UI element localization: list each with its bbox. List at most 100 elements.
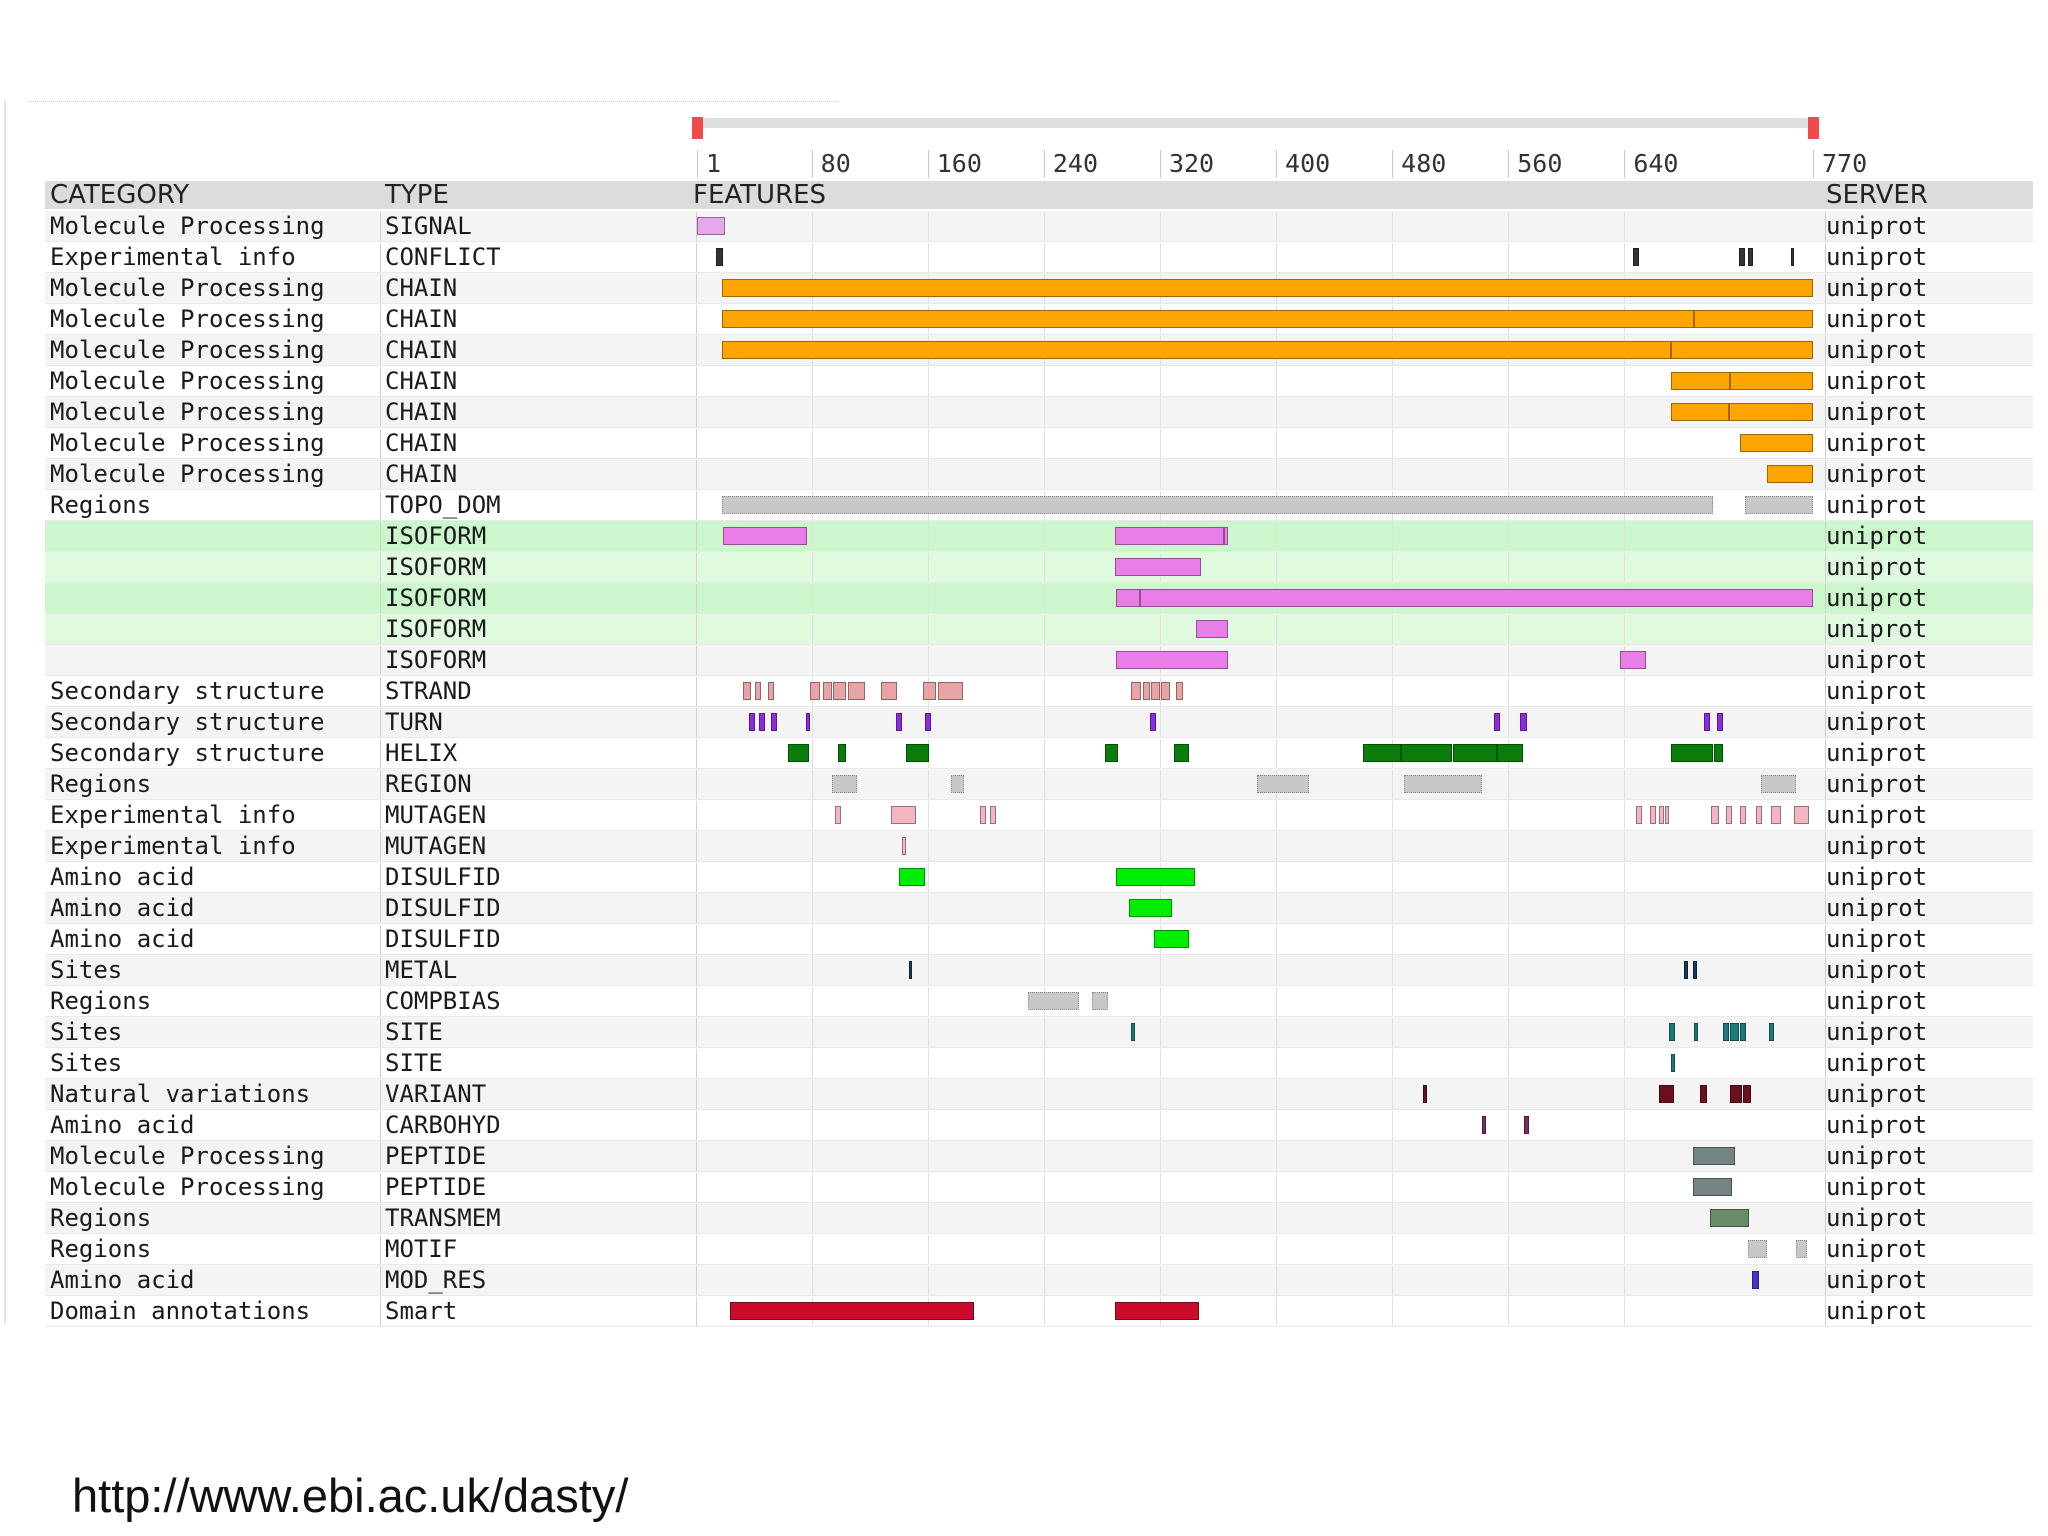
feature-bar-disulfid[interactable] [1129, 899, 1172, 917]
feature-bar-mutagen[interactable] [1770, 806, 1782, 824]
feature-bar-mutagen[interactable] [1635, 806, 1642, 824]
feature-bar-topo-dom[interactable] [721, 496, 1713, 514]
table-row[interactable]: Experimental info MUTAGEN uniprot [45, 800, 2033, 831]
table-row[interactable]: Regions TRANSMEM uniprot [45, 1203, 2033, 1234]
feature-bar-helix[interactable] [1104, 744, 1118, 762]
feature-bar-chain[interactable] [1670, 403, 1729, 421]
server-cell[interactable]: uniprot [1826, 1173, 1928, 1201]
feature-bar-disulfid[interactable] [1154, 930, 1189, 948]
table-row[interactable]: Secondary structure STRAND uniprot [45, 676, 2033, 707]
table-row[interactable]: ISOFORM uniprot [45, 552, 2033, 583]
table-row[interactable]: Regions REGION uniprot [45, 769, 2033, 800]
server-cell[interactable]: uniprot [1826, 398, 1928, 426]
feature-bar-turn[interactable] [805, 713, 811, 731]
feature-bar-compbias[interactable] [1091, 992, 1108, 1010]
feature-bar-topo-dom[interactable] [1744, 496, 1813, 514]
feature-bar-conflict[interactable] [1791, 248, 1795, 266]
feature-bar-turn[interactable] [1717, 713, 1723, 731]
feature-bar-chain[interactable] [721, 310, 1694, 328]
feature-bar-chain[interactable] [1766, 465, 1813, 483]
feature-bar-motif[interactable] [1747, 1240, 1767, 1258]
feature-bar-strand[interactable] [755, 682, 761, 700]
server-cell[interactable]: uniprot [1826, 646, 1928, 674]
feature-bar-mutagen[interactable] [834, 806, 841, 824]
feature-bar-strand[interactable] [1151, 682, 1160, 700]
server-cell[interactable]: uniprot [1826, 615, 1928, 643]
feature-bar-strand[interactable] [881, 682, 898, 700]
feature-bar-region[interactable] [831, 775, 857, 793]
table-row[interactable]: Molecule Processing PEPTIDE uniprot [45, 1141, 2033, 1172]
server-cell[interactable]: uniprot [1826, 863, 1928, 891]
feature-bar-isoform[interactable] [1116, 651, 1229, 669]
server-cell[interactable]: uniprot [1826, 739, 1928, 767]
server-column-header[interactable]: SERVER [1826, 180, 1928, 210]
range-slider-right-handle[interactable] [1808, 117, 1819, 139]
feature-bar-conflict[interactable] [1633, 248, 1639, 266]
table-row[interactable]: Experimental info MUTAGEN uniprot [45, 831, 2033, 862]
feature-bar-strand[interactable] [768, 682, 774, 700]
feature-bar-site[interactable] [1669, 1023, 1676, 1041]
table-row[interactable]: ISOFORM uniprot [45, 521, 2033, 552]
feature-bar-mutagen[interactable] [979, 806, 986, 824]
feature-bar-mutagen[interactable] [1740, 806, 1747, 824]
type-column-header[interactable]: TYPE [385, 180, 449, 210]
feature-bar-strand[interactable] [1130, 682, 1142, 700]
feature-bar-turn[interactable] [1704, 713, 1710, 731]
table-row[interactable]: ISOFORM uniprot [45, 645, 2033, 676]
feature-bar-helix[interactable] [788, 744, 809, 762]
table-row[interactable]: Sites METAL uniprot [45, 955, 2033, 986]
table-row[interactable]: Sites SITE uniprot [45, 1048, 2033, 1079]
feature-bar-mutagen[interactable] [1664, 806, 1670, 824]
feature-bar-strand[interactable] [1175, 682, 1184, 700]
feature-bar-turn[interactable] [924, 713, 931, 731]
feature-bar-peptide[interactable] [1692, 1178, 1732, 1196]
server-cell[interactable]: uniprot [1826, 1204, 1928, 1232]
table-row[interactable]: Secondary structure TURN uniprot [45, 707, 2033, 738]
feature-bar-conflict[interactable] [715, 248, 724, 266]
table-row[interactable]: Sites SITE uniprot [45, 1017, 2033, 1048]
range-slider-track[interactable] [697, 118, 1813, 128]
server-cell[interactable]: uniprot [1826, 801, 1928, 829]
feature-bar-site[interactable] [1740, 1023, 1747, 1041]
feature-bar-isoform[interactable] [1196, 620, 1229, 638]
feature-bar-variant[interactable] [1743, 1085, 1751, 1103]
feature-bar-metal[interactable] [908, 961, 912, 979]
table-row[interactable]: Secondary structure HELIX uniprot [45, 738, 2033, 769]
server-cell[interactable]: uniprot [1826, 553, 1928, 581]
feature-bar-site[interactable] [1130, 1023, 1136, 1041]
feature-bar-conflict[interactable] [1747, 248, 1754, 266]
server-cell[interactable]: uniprot [1826, 894, 1928, 922]
table-row[interactable]: Regions COMPBIAS uniprot [45, 986, 2033, 1017]
range-slider-left-handle[interactable] [692, 117, 703, 139]
table-row[interactable]: Natural variations VARIANT uniprot [45, 1079, 2033, 1110]
feature-bar-compbias[interactable] [1027, 992, 1079, 1010]
server-cell[interactable]: uniprot [1826, 274, 1928, 302]
feature-bar-metal[interactable] [1692, 961, 1697, 979]
feature-bar-variant[interactable] [1730, 1085, 1742, 1103]
feature-bar-turn[interactable] [749, 713, 756, 731]
feature-bar-variant[interactable] [1422, 1085, 1427, 1103]
server-cell[interactable]: uniprot [1826, 708, 1928, 736]
feature-bar-helix[interactable] [1496, 744, 1523, 762]
server-cell[interactable]: uniprot [1826, 1235, 1928, 1263]
server-cell[interactable]: uniprot [1826, 956, 1928, 984]
feature-bar-variant[interactable] [1659, 1085, 1674, 1103]
feature-bar-strand[interactable] [1161, 682, 1171, 700]
feature-bar-site[interactable] [1769, 1023, 1774, 1041]
feature-bar-region[interactable] [1403, 775, 1483, 793]
feature-bar-mutagen[interactable] [1659, 806, 1664, 824]
feature-bar-isoform[interactable] [1116, 589, 1140, 607]
feature-bar-chain[interactable] [1740, 434, 1813, 452]
feature-bar-strand[interactable] [923, 682, 937, 700]
feature-bar-isoform[interactable] [723, 527, 808, 545]
feature-bar-turn[interactable] [759, 713, 766, 731]
feature-bar-isoform[interactable] [1223, 527, 1229, 545]
feature-bar-site[interactable] [1670, 1054, 1676, 1072]
table-row[interactable]: Molecule Processing SIGNAL uniprot [45, 211, 2033, 242]
table-row[interactable]: Amino acid CARBOHYD uniprot [45, 1110, 2033, 1141]
server-cell[interactable]: uniprot [1826, 212, 1928, 240]
feature-bar-motif[interactable] [1795, 1240, 1808, 1258]
feature-bar-strand[interactable] [810, 682, 821, 700]
server-cell[interactable]: uniprot [1826, 522, 1928, 550]
server-cell[interactable]: uniprot [1826, 460, 1928, 488]
